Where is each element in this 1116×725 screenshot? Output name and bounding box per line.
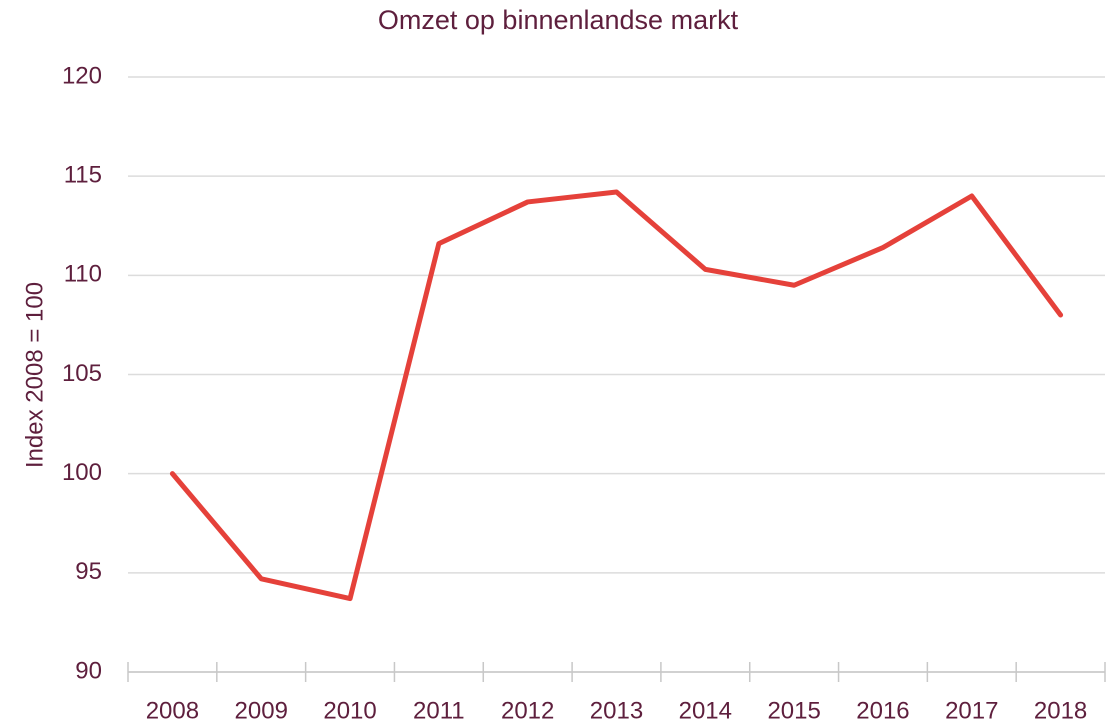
x-tick-label: 2008 [146,697,199,724]
x-tick-label: 2017 [945,697,998,724]
y-tick-label: 120 [62,62,102,89]
x-tick-label: 2014 [679,697,732,724]
x-tick-label: 2018 [1034,697,1087,724]
y-tick-label: 90 [75,657,102,684]
y-axis-label: Index 2008 = 100 [21,282,48,468]
y-tick-label: 95 [75,558,102,585]
x-tick-label: 2012 [501,697,554,724]
x-tick-label: 2011 [413,697,465,724]
x-tick-label: 2010 [323,697,376,724]
y-tick-label: 100 [62,459,102,486]
y-tick-label: 115 [64,162,102,189]
y-tick-label: 105 [62,360,102,387]
x-tick-label: 2013 [590,697,643,724]
x-tick-label: 2015 [767,697,820,724]
y-tick-label: 110 [64,261,102,288]
x-tick-label: 2009 [235,697,288,724]
x-tick-label: 2016 [856,697,909,724]
data-line [169,189,1064,602]
chart-title: Omzet op binnenlandse markt [378,5,739,35]
